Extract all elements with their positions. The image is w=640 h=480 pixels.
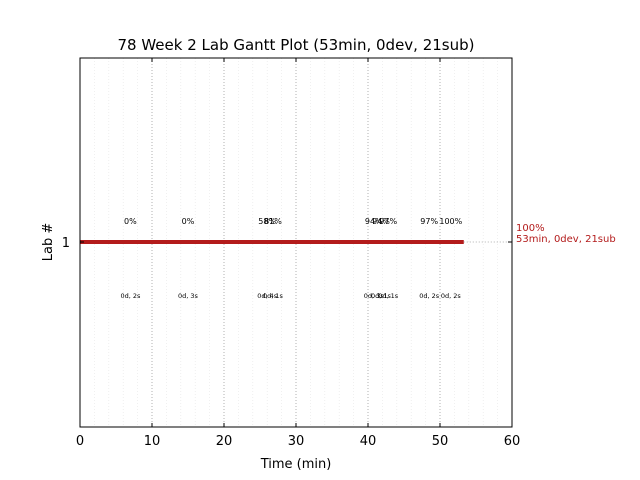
checkpoint-sub-label: 0d, 2s	[120, 292, 141, 300]
checkpoint-sub-label: 0d, 3s	[364, 292, 385, 300]
x-tick-label: 30	[288, 434, 305, 449]
x-tick-label: 60	[504, 434, 521, 449]
label-layer: 0% 0d, 2s 0% 0d, 3s 58% 0d, 4s 81% 0d, 1s 94% 0d,…	[120, 217, 462, 300]
checkpoint-sub-label: 0d, 4s	[257, 292, 278, 300]
end-label-summary: 53min, 0dev, 21sub	[516, 234, 616, 245]
checkpoint-pct-label: 0%	[182, 217, 195, 226]
x-tick-label: 0	[76, 434, 84, 449]
checkpoint-pct-label: 81%	[264, 217, 282, 226]
y-tick-label: 1	[62, 236, 70, 251]
chart-title: 78 Week 2 Lab Gantt Plot (53min, 0dev, 2…	[117, 36, 474, 54]
checkpoint-pct-label: 97%	[379, 217, 397, 226]
x-axis-ticks: 0 10 20 30 40 50 60	[76, 58, 520, 449]
checkpoint-sub-label: 0d, 1s	[263, 292, 284, 300]
checkpoint-sub-label: 0d, 1s	[371, 292, 392, 300]
x-tick-label: 20	[216, 434, 233, 449]
end-label: 100% 53min, 0dev, 21sub	[516, 223, 616, 245]
checkpoint-pct-label: 94%	[372, 217, 390, 226]
checkpoint-sub-label: 0d, 2s	[441, 292, 462, 300]
y-axis-label: Lab #	[41, 223, 56, 262]
checkpoint-sub-label: 0d, 2s	[419, 292, 440, 300]
end-label-pct: 100%	[516, 223, 545, 234]
x-axis-label: Time (min)	[260, 457, 332, 472]
checkpoint-sub-label: 0d, 3s	[178, 292, 199, 300]
x-tick-label: 10	[144, 434, 161, 449]
checkpoint-pct-label: 94%	[365, 217, 383, 226]
x-tick-label: 50	[432, 434, 449, 449]
y-axis-ticks: 1	[62, 236, 512, 251]
checkpoint-pct-label: 58%	[258, 217, 276, 226]
checkpoint-pct-label: 100%	[439, 217, 462, 226]
checkpoint-pct-label: 97%	[420, 217, 438, 226]
checkpoint-sub-label: 0d, 1s	[378, 292, 399, 300]
x-tick-label: 40	[360, 434, 377, 449]
grid-layer	[94, 58, 512, 427]
checkpoint-pct-label: 0%	[124, 217, 137, 226]
